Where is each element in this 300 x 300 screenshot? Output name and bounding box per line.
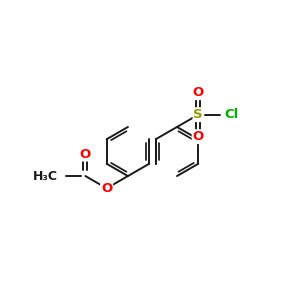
- Text: O: O: [193, 130, 204, 143]
- Text: S: S: [194, 108, 203, 121]
- Text: Cl: Cl: [224, 108, 238, 121]
- Text: H₃C: H₃C: [33, 169, 58, 182]
- Text: O: O: [193, 86, 204, 99]
- Text: O: O: [80, 148, 91, 160]
- Text: O: O: [101, 182, 112, 195]
